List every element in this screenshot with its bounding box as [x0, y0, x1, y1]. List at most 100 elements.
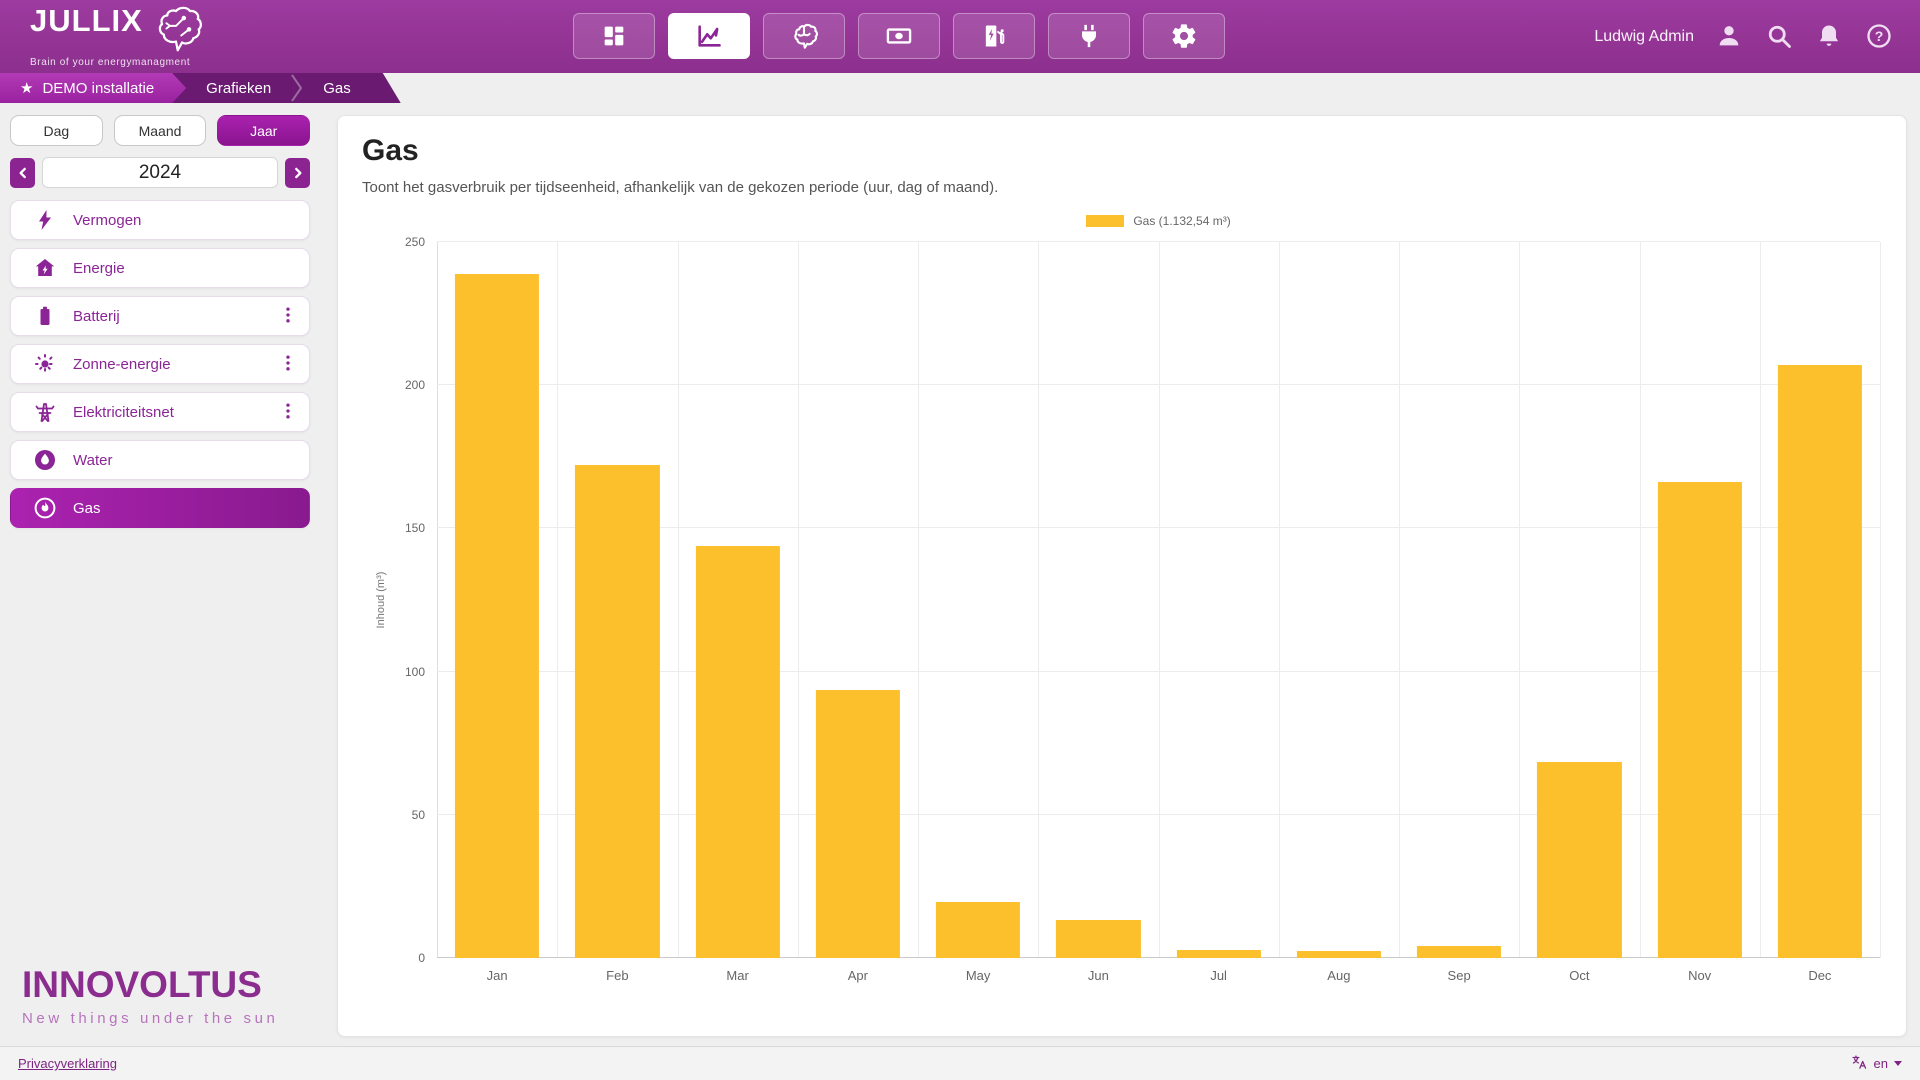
svg-text:?: ? [1875, 28, 1884, 44]
search-icon [1765, 22, 1793, 50]
nav-button-dashboard-grid[interactable] [573, 13, 655, 59]
sidebar-item-energie[interactable]: Energie [10, 248, 310, 288]
star-icon: ★ [20, 80, 34, 97]
person-icon [1715, 22, 1743, 50]
sidebar-item-label: Batterij [73, 307, 120, 325]
nav-button-plug[interactable] [1048, 13, 1130, 59]
gas-flame-icon [33, 496, 57, 520]
sidebar-item-elektriciteitsnet[interactable]: Elektriciteitsnet [10, 392, 310, 432]
search-button[interactable] [1764, 22, 1794, 52]
breadcrumb-label: Grafieken [206, 79, 272, 97]
next-year-button[interactable] [285, 157, 310, 188]
page-title: Gas [362, 134, 419, 167]
legend-swatch [1086, 215, 1125, 227]
gridline-vertical [1158, 242, 1160, 958]
brand-tagline: Brain of your energymanagment [30, 57, 191, 68]
chevron-down-icon [1894, 1061, 1902, 1066]
sidebar-item-label: Gas [73, 499, 101, 517]
nav-button-money[interactable] [858, 13, 940, 59]
user-name[interactable]: Ludwig Admin [1594, 27, 1694, 45]
bar-may[interactable] [936, 902, 1021, 958]
bar-dec[interactable] [1777, 365, 1862, 958]
breadcrumb-item[interactable]: Grafieken [186, 73, 291, 103]
period-tabs: Dag Maand Jaar [10, 115, 311, 146]
lightning-icon [33, 208, 57, 232]
x-axis-tick: Apr [847, 968, 868, 983]
bar-mar[interactable] [695, 546, 780, 958]
nav-button-line-chart[interactable] [668, 13, 750, 59]
gridline-horizontal [437, 241, 1880, 242]
sidebar-item-label: Vermogen [73, 211, 142, 229]
previous-year-button[interactable] [10, 157, 35, 188]
gridline-vertical [1038, 242, 1040, 958]
gridline-vertical [557, 242, 559, 958]
bar-jul[interactable] [1176, 949, 1261, 958]
breadcrumb-item[interactable]: ★ DEMO installatie [0, 73, 186, 103]
nav-button-brain[interactable] [763, 13, 845, 59]
plot-area: 0 50 100 150 200 250 [405, 236, 1881, 964]
sidebar-item-batterij[interactable]: Batterij [10, 296, 310, 336]
gridline-vertical [437, 242, 438, 958]
sidebar-item-zonne-energie[interactable]: Zonne-energie [10, 344, 310, 384]
sidebar-item-vermogen[interactable]: Vermogen [10, 200, 310, 240]
gridline-horizontal [437, 384, 1880, 386]
sidebar-item-label: Energie [73, 259, 125, 277]
breadcrumb-item[interactable]: Gas [303, 73, 371, 103]
sidebar-item-water[interactable]: Water [10, 440, 310, 480]
y-axis-tick: 0 [418, 951, 425, 965]
bar-jun[interactable] [1056, 919, 1141, 958]
nav-button-settings-gear[interactable] [1143, 13, 1225, 59]
kebab-menu-button[interactable] [275, 303, 301, 329]
battery-icon [33, 304, 57, 328]
sidebar-item-label: Elektriciteitsnet [73, 403, 174, 421]
period-tab-jaar[interactable]: Jaar [217, 115, 311, 146]
settings-gear-icon [1170, 22, 1198, 50]
x-axis-tick: Nov [1688, 968, 1712, 983]
breadcrumb-label: DEMO installatie [42, 79, 155, 97]
gas-bar-chart: Gas (1.132,54 m³) Inhoud (m³) 0 50 100 150 2… [362, 198, 1882, 998]
gridline-vertical [1519, 242, 1521, 958]
innovoltus-tagline: New things under the sun [22, 1010, 279, 1027]
gridline-horizontal [437, 527, 1880, 529]
innovoltus-brand: INNOVOLTUS [22, 964, 262, 1005]
app-footer: Privacyverklaring en [0, 1046, 1920, 1080]
language-selector[interactable]: en [1851, 1054, 1902, 1074]
gridline-vertical [797, 242, 799, 958]
sun-icon [33, 352, 57, 376]
person-button[interactable] [1714, 22, 1744, 52]
kebab-menu-button[interactable] [275, 399, 301, 425]
plug-icon [1075, 22, 1103, 50]
privacy-link[interactable]: Privacyverklaring [18, 1056, 117, 1071]
y-axis-tick: 50 [411, 807, 425, 822]
house-energy-icon [33, 256, 57, 280]
translate-icon [1851, 1054, 1868, 1074]
period-tab-dag[interactable]: Dag [10, 115, 103, 146]
kebab-menu-button[interactable] [275, 351, 301, 377]
help-button[interactable]: ? [1864, 22, 1894, 52]
bar-apr[interactable] [815, 689, 900, 958]
sidebar-item-gas[interactable]: Gas [10, 488, 310, 528]
gridline-vertical [1639, 242, 1641, 958]
bar-feb[interactable] [575, 464, 660, 958]
chart-legend[interactable]: Gas (1.132,54 m³) [437, 214, 1880, 228]
bar-oct[interactable] [1537, 762, 1622, 958]
bell-button[interactable] [1814, 22, 1844, 52]
breadcrumb: ★ DEMO installatie Grafieken Gas [0, 73, 401, 103]
bar-sep[interactable] [1417, 946, 1502, 958]
bar-aug[interactable] [1296, 951, 1381, 958]
year-navigator: 2024 [10, 157, 310, 188]
brand-logo[interactable]: JULLIX Brain of your energymanagment [30, 5, 203, 68]
nav-button-charging-station[interactable] [953, 13, 1035, 59]
bell-icon [1815, 22, 1843, 50]
sidebar: Dag Maand Jaar 2024 Vermogen Energie Batteri… [10, 115, 311, 1037]
year-input[interactable]: 2024 [42, 157, 278, 188]
gridline-vertical [1278, 242, 1280, 958]
legend-label: Gas (1.132,54 m³) [1133, 214, 1231, 228]
brain-icon [790, 22, 818, 50]
sidebar-menu: Vermogen Energie Batterij Zonne-energie Elek… [10, 200, 310, 528]
bar-jan[interactable] [455, 273, 540, 958]
period-tab-maand[interactable]: Maand [113, 115, 207, 146]
bar-nov[interactable] [1657, 482, 1742, 958]
innovoltus-logo: INNOVOLTUS New things under the sun [10, 964, 310, 1037]
